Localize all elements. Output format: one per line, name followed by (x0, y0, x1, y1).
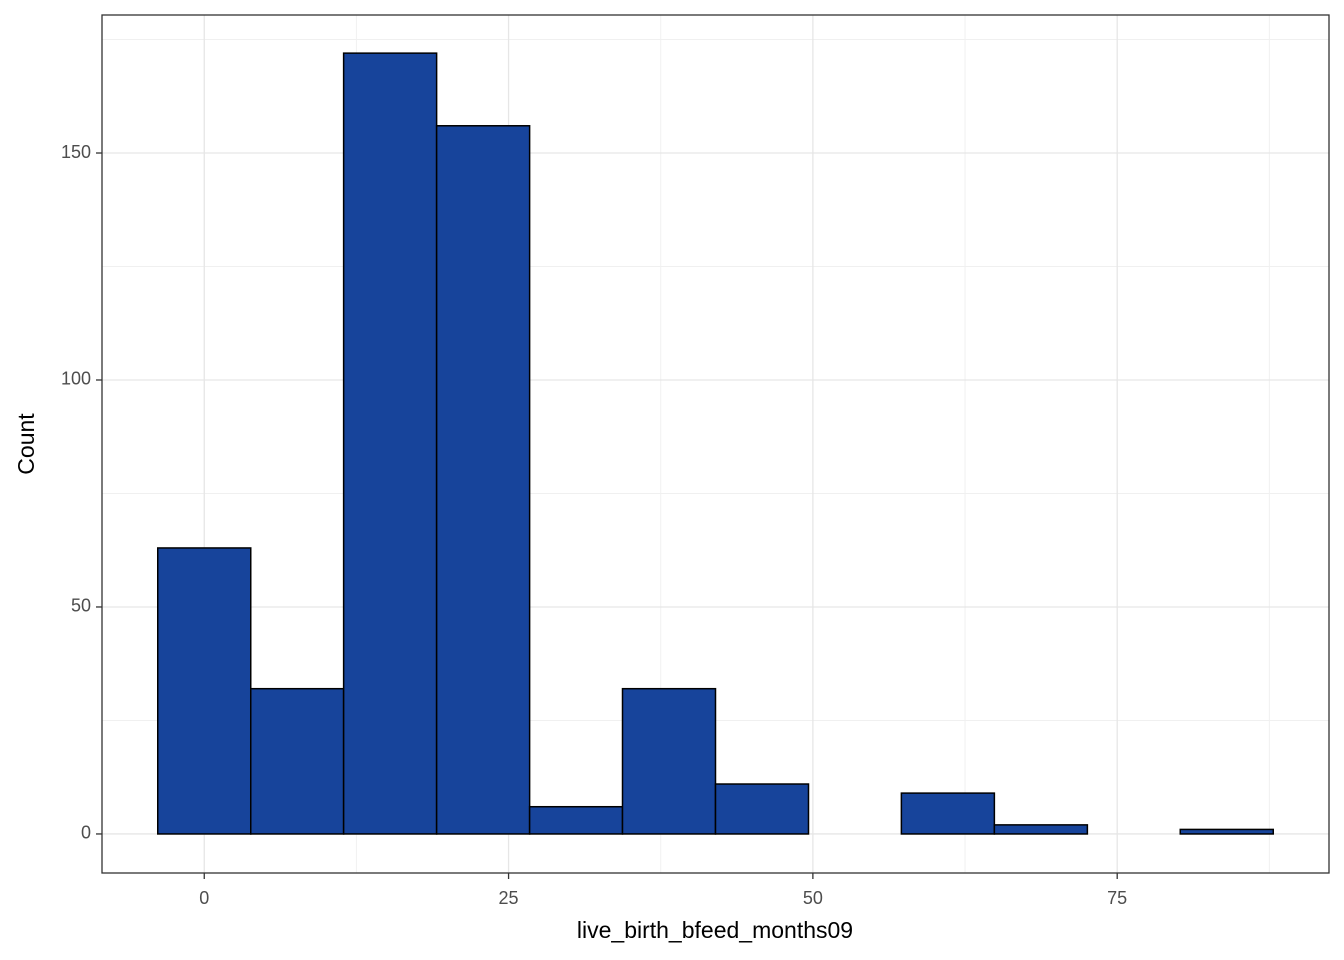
bar (900, 792, 996, 835)
y-axis-title: Count (13, 413, 39, 475)
x-tick-label: 75 (1107, 888, 1127, 908)
panel-border (101, 14, 1330, 874)
x-axis-title: live_birth_bfeed_months09 (577, 917, 853, 943)
bar (528, 805, 624, 835)
bars (157, 52, 1274, 835)
bar (1179, 828, 1274, 835)
bar (157, 547, 252, 835)
y-tick-label: 50 (71, 596, 91, 616)
bar (342, 52, 438, 835)
x-tick-label: 25 (499, 888, 519, 908)
y-tick-label: 100 (61, 369, 91, 389)
bar (621, 687, 717, 835)
bar (249, 687, 345, 835)
x-tick-label: 50 (803, 888, 823, 908)
y-tick-label: 150 (61, 142, 91, 162)
y-tick-label: 0 (81, 823, 91, 843)
bar (435, 125, 531, 835)
x-tick-label: 0 (199, 888, 209, 908)
bar (714, 783, 810, 835)
bar (993, 824, 1089, 835)
